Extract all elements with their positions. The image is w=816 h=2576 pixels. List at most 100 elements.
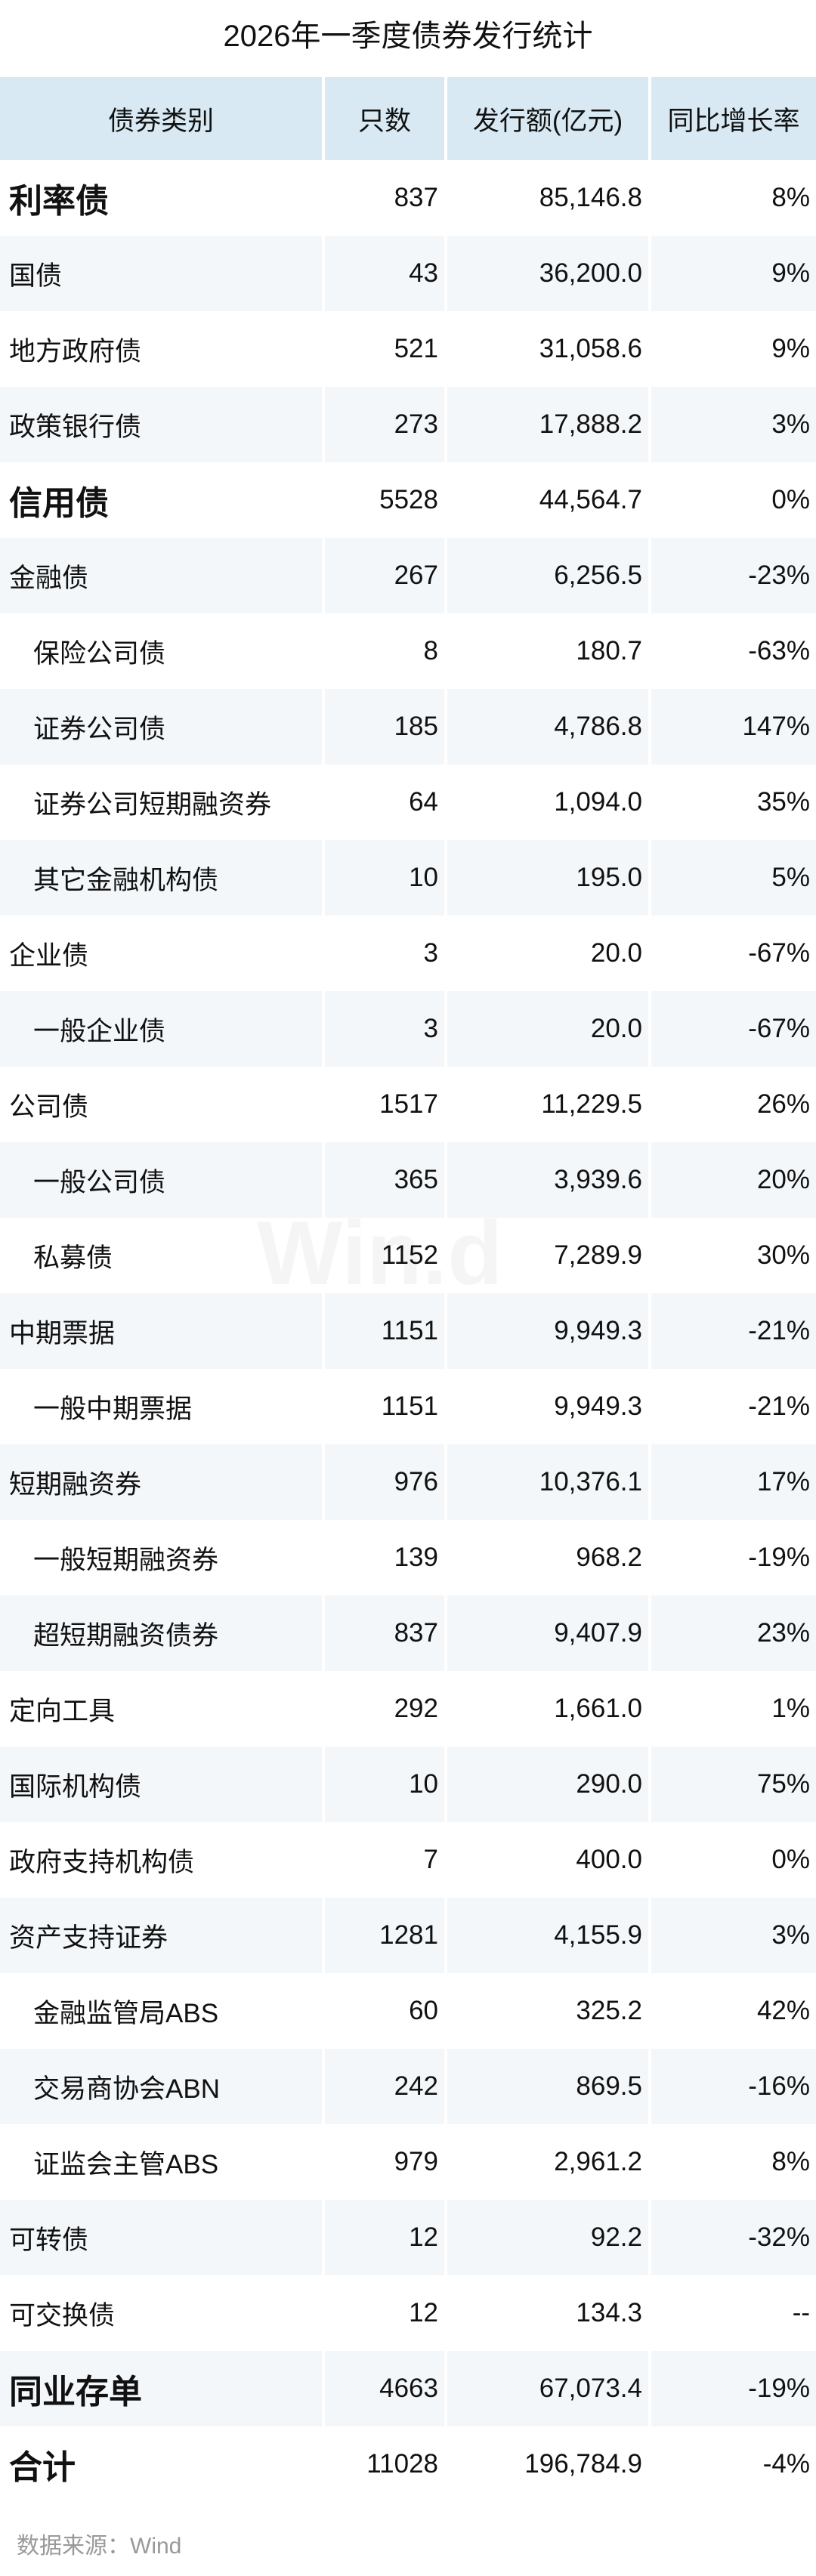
yoy-cell: 8% [771, 183, 810, 212]
category-cell: 金融监管局ABS [33, 1998, 219, 2028]
amount-cell: 134.3 [576, 2298, 642, 2327]
count-cell: 43 [325, 236, 444, 311]
amount-cell: 400.0 [576, 1845, 642, 1874]
category-cell: 同业存单 [0, 2351, 322, 2426]
yoy-cell: 8% [771, 2147, 810, 2176]
category-cell: 可转债 [0, 2200, 322, 2275]
amount-cell: 31,058.6 [539, 334, 642, 363]
header-category: 债券类别 [0, 77, 322, 160]
yoy-cell: -21% [748, 1391, 810, 1421]
table-row: 中期票据 1151 9,949.3 -21% [0, 1293, 816, 1369]
amount-cell: 17,888.2 [447, 387, 648, 462]
table-row: 企业债 3 20.0 -67% [0, 916, 816, 991]
count-cell: 60 [409, 1996, 438, 2025]
table-row: 可转债 12 92.2 -32% [0, 2200, 816, 2275]
yoy-cell: 9% [651, 236, 816, 311]
count-cell: 242 [325, 2049, 444, 2124]
category-cell: 地方政府债 [9, 336, 142, 366]
count-cell: 5528 [379, 485, 438, 514]
yoy-cell: 23% [651, 1595, 816, 1671]
category-cell: 政府支持机构债 [9, 1847, 195, 1877]
count-cell: 10 [325, 840, 444, 916]
table-row: 信用债 5528 44,564.7 0% [0, 462, 816, 538]
amount-cell: 1,094.0 [554, 787, 642, 817]
count-cell: 3 [325, 991, 444, 1067]
count-cell: 837 [325, 1595, 444, 1671]
amount-cell: 869.5 [447, 2049, 648, 2124]
data-source: 数据来源：Wind [17, 2534, 182, 2559]
category-cell: 私募债 [33, 1243, 113, 1273]
yoy-cell: 1% [771, 1694, 810, 1723]
table-row: 政策银行债 273 17,888.2 3% [0, 387, 816, 462]
amount-cell: 196,784.9 [524, 2449, 642, 2479]
table-row: 其它金融机构债 10 195.0 5% [0, 840, 816, 916]
count-cell: 12 [325, 2200, 444, 2275]
yoy-cell: -4% [762, 2449, 810, 2479]
amount-cell: 44,564.7 [539, 485, 642, 514]
amount-cell: 9,407.9 [447, 1595, 648, 1671]
amount-cell: 1,661.0 [554, 1694, 642, 1723]
yoy-cell: -63% [748, 636, 810, 666]
table-row: 定向工具 292 1,661.0 1% [0, 1671, 816, 1747]
table-row: 公司债 1517 11,229.5 26% [0, 1067, 816, 1142]
table-row: 证券公司债 185 4,786.8 147% [0, 689, 816, 764]
yoy-cell: 20% [651, 1142, 816, 1218]
yoy-cell: 17% [651, 1444, 816, 1520]
category-cell: 短期融资券 [0, 1444, 322, 1520]
table-row: 超短期融资债券 837 9,407.9 23% [0, 1595, 816, 1671]
yoy-cell: -21% [651, 1293, 816, 1369]
amount-cell: 6,256.5 [447, 538, 648, 613]
category-cell: 国际机构债 [0, 1747, 322, 1822]
count-cell: 365 [325, 1142, 444, 1218]
amount-cell: 4,786.8 [447, 689, 648, 764]
amount-cell: 67,073.4 [447, 2351, 648, 2426]
amount-cell: 10,376.1 [447, 1444, 648, 1520]
table-row: 私募债 1152 7,289.9 30% [0, 1218, 816, 1293]
table-row: 一般短期融资券 139 968.2 -19% [0, 1520, 816, 1595]
table-row: 国债 43 36,200.0 9% [0, 236, 816, 311]
table-row: 利率债 837 85,146.8 8% [0, 160, 816, 236]
table-row: 证监会主管ABS 979 2,961.2 8% [0, 2124, 816, 2200]
amount-cell: 36,200.0 [447, 236, 648, 311]
amount-cell: 4,155.9 [447, 1898, 648, 1973]
count-cell: 185 [325, 689, 444, 764]
amount-cell: 11,229.5 [541, 1089, 642, 1119]
count-cell: 1517 [379, 1089, 438, 1119]
category-cell: 合计 [9, 2449, 76, 2486]
yoy-cell: 75% [651, 1747, 816, 1822]
amount-cell: 290.0 [447, 1747, 648, 1822]
count-cell: 273 [325, 387, 444, 462]
category-cell: 保险公司债 [33, 638, 166, 669]
category-cell: 交易商协会ABN [0, 2049, 322, 2124]
category-cell: 中期票据 [0, 1293, 322, 1369]
table-row: 一般中期票据 1151 9,949.3 -21% [0, 1369, 816, 1444]
amount-cell: 3,939.6 [447, 1142, 648, 1218]
yoy-cell: -67% [651, 991, 816, 1067]
yoy-cell: 3% [651, 1898, 816, 1973]
category-cell: 政策银行债 [0, 387, 322, 462]
amount-cell: 968.2 [576, 1543, 642, 1572]
count-cell: 11028 [366, 2449, 438, 2479]
category-cell: 资产支持证券 [0, 1898, 322, 1973]
watermark: Win.d [257, 1201, 503, 1305]
table-row: 国际机构债 10 290.0 75% [0, 1747, 816, 1822]
amount-cell: 180.7 [576, 636, 642, 666]
count-cell: 267 [325, 538, 444, 613]
count-cell: 292 [394, 1694, 438, 1723]
amount-cell: 20.0 [590, 938, 642, 968]
count-cell: 10 [325, 1747, 444, 1822]
category-cell: 超短期融资债券 [0, 1595, 322, 1671]
table-row: 政府支持机构债 7 400.0 0% [0, 1822, 816, 1898]
yoy-cell: 26% [756, 1089, 810, 1119]
table-row: 同业存单 4663 67,073.4 -19% [0, 2351, 816, 2426]
table-row: 保险公司债 8 180.7 -63% [0, 613, 816, 689]
table-row: 一般企业债 3 20.0 -67% [0, 991, 816, 1067]
yoy-cell: -23% [651, 538, 816, 613]
category-cell: 公司债 [9, 1092, 89, 1122]
yoy-cell: -- [792, 2298, 810, 2327]
bond-issuance-table: 债券类别 只数 发行额(亿元) 同比增长率 利率债 837 85,146.8 8% 国债… [0, 77, 816, 2502]
table-row: 地方政府债 521 31,058.6 9% [0, 311, 816, 387]
count-cell: 976 [325, 1444, 444, 1520]
yoy-cell: 147% [651, 689, 816, 764]
category-cell: 信用债 [9, 485, 109, 522]
